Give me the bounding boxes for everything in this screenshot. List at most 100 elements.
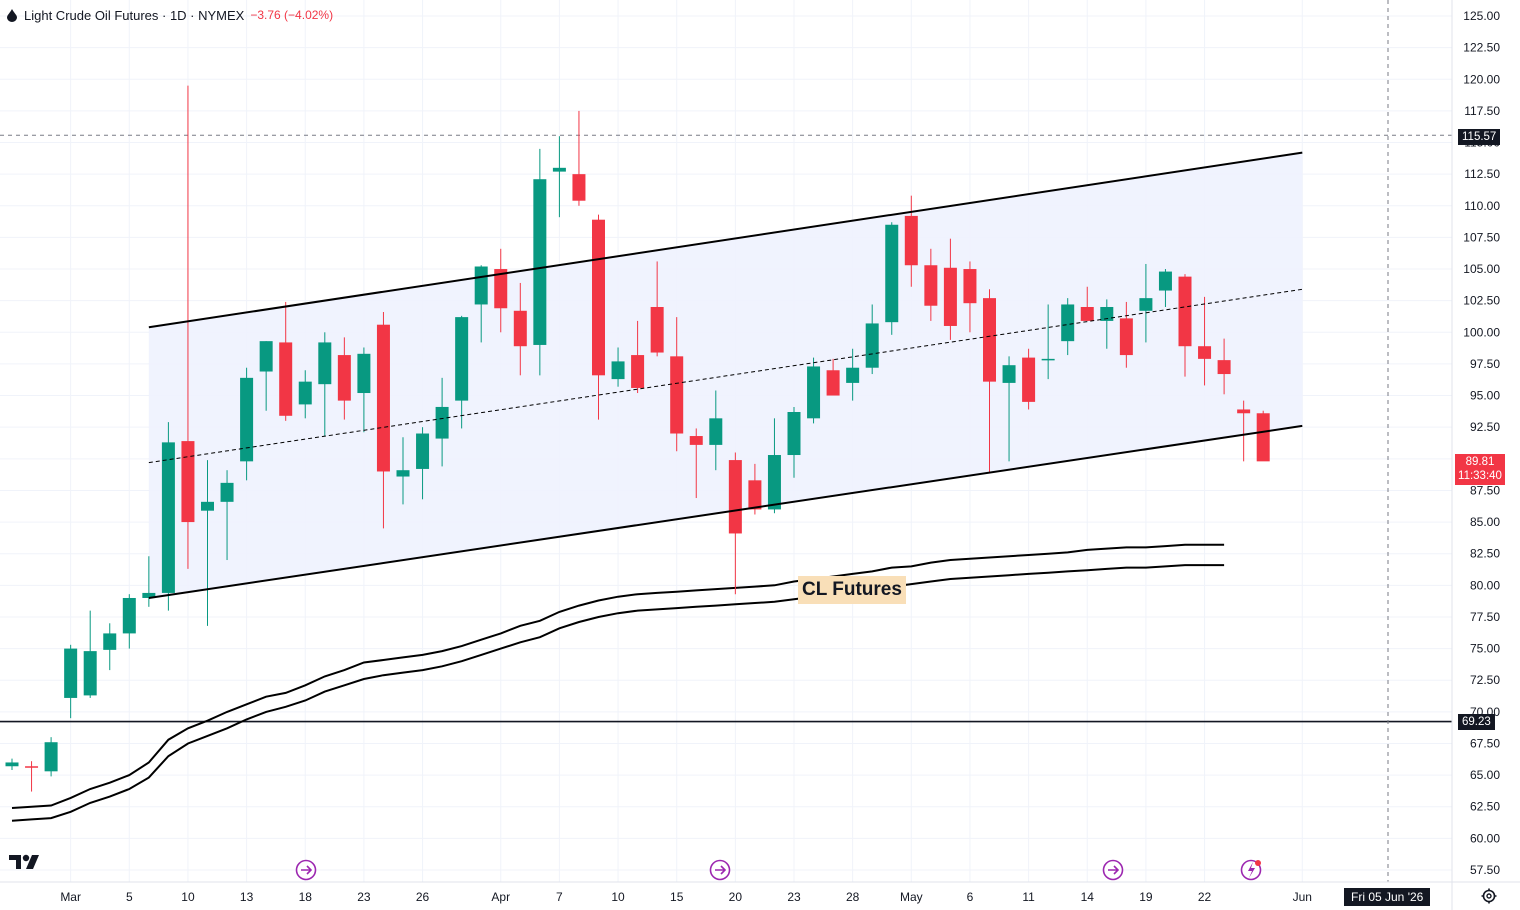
chart-legend: Light Crude Oil Futures · 1D · NYMEX −3.… xyxy=(6,6,333,24)
y-tick-label: 65.00 xyxy=(1470,768,1500,782)
x-tick-label: 5 xyxy=(126,890,133,904)
y-tick-label: 102.50 xyxy=(1463,294,1500,308)
candle-body xyxy=(1022,357,1036,402)
candle-body xyxy=(220,482,234,502)
candle-body xyxy=(611,361,625,380)
candle-body xyxy=(357,353,371,394)
candle-body xyxy=(728,460,742,534)
candle xyxy=(943,238,957,340)
candle xyxy=(1139,263,1153,343)
y-tick-label: 125.00 xyxy=(1463,9,1500,23)
candle xyxy=(865,304,879,375)
candle xyxy=(983,289,996,473)
candle xyxy=(181,85,195,569)
channel-fill xyxy=(148,152,1303,598)
candle xyxy=(1002,356,1016,462)
candle xyxy=(1158,269,1172,307)
moving-average-line-1 xyxy=(11,543,1225,809)
candle xyxy=(1080,286,1094,321)
y-tick-label: 60.00 xyxy=(1470,831,1500,845)
candle-body xyxy=(983,298,996,382)
symbol-title[interactable]: Light Crude Oil Futures · 1D · NYMEX xyxy=(24,7,245,23)
candle xyxy=(435,377,449,467)
y-tick-label: 62.50 xyxy=(1470,800,1500,814)
candle xyxy=(846,348,860,401)
candle xyxy=(357,347,371,433)
candle-body xyxy=(1002,365,1016,383)
candle-body xyxy=(670,356,684,434)
candles xyxy=(5,85,1270,792)
x-tick-label: 26 xyxy=(416,890,430,904)
y-tick-label: 122.50 xyxy=(1463,41,1500,55)
candle-body xyxy=(416,433,430,469)
candle-body xyxy=(924,265,938,306)
x-tick-label: 11 xyxy=(1022,890,1035,904)
x-tick-label: 20 xyxy=(729,890,743,904)
candle xyxy=(787,406,801,478)
x-tick-label: 13 xyxy=(240,890,254,904)
candle-body xyxy=(650,306,664,353)
candle xyxy=(533,148,547,376)
y-tick-label: 57.50 xyxy=(1470,863,1500,877)
x-tick-label: 10 xyxy=(611,890,625,904)
candle-body xyxy=(64,648,78,698)
candle-body xyxy=(631,355,645,388)
cl-futures-label[interactable]: CL Futures xyxy=(798,576,906,604)
candle xyxy=(1119,301,1133,368)
x-tick-label: 14 xyxy=(1081,890,1095,904)
candle xyxy=(279,301,293,421)
dividend-arrow-icon[interactable] xyxy=(709,859,731,881)
dividend-arrow-icon[interactable] xyxy=(1102,859,1124,881)
channel-upper-line xyxy=(148,151,1303,329)
y-tick-label: 105.00 xyxy=(1463,262,1500,276)
candle xyxy=(259,341,273,411)
support-line-price-tag: 69.23 xyxy=(1458,714,1495,730)
candle-body xyxy=(943,267,957,326)
x-tick-label: 22 xyxy=(1198,890,1212,904)
gear-icon[interactable] xyxy=(1480,887,1498,905)
candle-body xyxy=(592,219,605,376)
candle-body xyxy=(181,441,195,523)
candle xyxy=(807,357,821,424)
y-tick-label: 117.50 xyxy=(1464,104,1500,118)
candle-body xyxy=(83,651,97,696)
candle-body xyxy=(1041,358,1055,361)
candle xyxy=(455,315,469,429)
y-tick-label: 100.00 xyxy=(1463,325,1500,339)
x-tick-label: 15 xyxy=(670,890,684,904)
tradingview-logo-icon[interactable] xyxy=(8,852,42,872)
candle-body xyxy=(709,418,723,445)
candle-body xyxy=(689,436,703,445)
candle-body xyxy=(1178,276,1192,347)
candle-body xyxy=(767,455,781,510)
candle xyxy=(318,332,332,437)
candle-body xyxy=(1061,304,1075,342)
candle xyxy=(1061,298,1075,356)
candle xyxy=(25,761,39,792)
candle-body xyxy=(748,480,762,510)
candle-body xyxy=(533,179,547,345)
candle-body xyxy=(885,224,899,323)
candle xyxy=(122,594,136,649)
y-tick-label: 92.50 xyxy=(1470,420,1500,434)
x-tick-label: 18 xyxy=(299,890,313,904)
candle xyxy=(5,758,19,771)
candle-body xyxy=(240,377,254,462)
candle-body xyxy=(259,341,273,372)
x-tick-label: 19 xyxy=(1139,890,1153,904)
candle xyxy=(103,623,117,671)
candle-body xyxy=(846,367,860,383)
x-tick-label: 23 xyxy=(787,890,801,904)
candle-body xyxy=(44,742,58,772)
candle-body xyxy=(318,342,332,385)
candle xyxy=(552,136,566,218)
oil-drop-icon xyxy=(7,9,17,22)
lightning-event-icon[interactable] xyxy=(1240,859,1262,881)
dividend-arrow-icon[interactable] xyxy=(295,859,317,881)
candle xyxy=(298,370,312,419)
candle-body xyxy=(1237,409,1251,414)
candle-body xyxy=(435,406,449,439)
x-tick-label: 6 xyxy=(967,890,974,904)
x-tick-label: 10 xyxy=(181,890,195,904)
